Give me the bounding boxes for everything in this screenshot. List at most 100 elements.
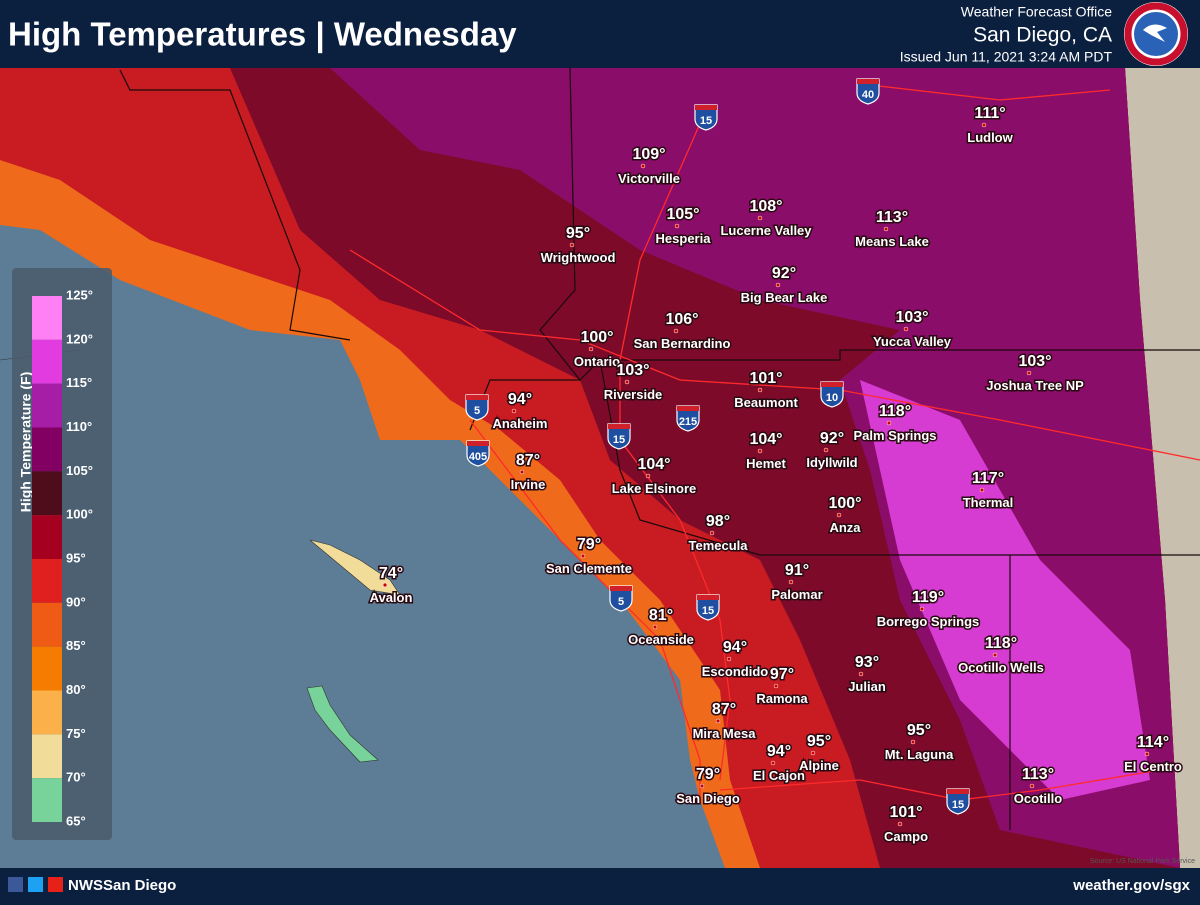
highway-shield (466, 440, 490, 467)
legend-title: High Temperature (F) (18, 372, 34, 513)
city-temp: 109° (632, 146, 665, 163)
legend-swatch (32, 296, 62, 340)
city-dot (674, 223, 680, 229)
city-temp: 95° (566, 225, 590, 242)
highway-number: 10 (826, 392, 838, 404)
city-temp: 101° (889, 804, 922, 821)
highway-shield (856, 78, 880, 105)
city-dot (886, 420, 892, 426)
city-dot (775, 282, 781, 288)
city-name: Mira Mesa (693, 726, 757, 741)
city-name: San Diego (676, 791, 740, 806)
highway-number: 215 (679, 416, 697, 428)
city-temp: 103° (895, 309, 928, 326)
highway-shield-top (610, 586, 632, 591)
legend: High Temperature (F) 125° 120° 115° 110° 105… (12, 268, 112, 840)
city-name: Lake Elsinore (612, 481, 697, 496)
legend-swatch (32, 690, 62, 735)
city-temp: 118° (985, 635, 1017, 652)
city-name: Means Lake (855, 234, 929, 249)
city-name: Ocotillo Wells (958, 660, 1044, 675)
highway-shield (696, 594, 720, 621)
city-temp: 94° (767, 743, 791, 760)
city-dot (979, 487, 985, 493)
city-dot (645, 473, 651, 479)
city-dot (757, 448, 763, 454)
city-dot (757, 387, 763, 393)
island-catalina (309, 539, 401, 596)
city-labels: 111°Ludlow109°Victorville105°Hesperia108… (368, 104, 1183, 846)
youtube-icon[interactable] (48, 877, 63, 892)
nws-logo (1124, 2, 1188, 66)
city-temp: 94° (508, 391, 532, 408)
city-temp: 87° (516, 452, 540, 469)
city-temp: 79° (696, 766, 720, 783)
legend-label: 120° (66, 331, 93, 346)
highway-number: 15 (700, 115, 712, 127)
highway-shield-top (466, 395, 488, 400)
facebook-icon[interactable] (8, 877, 23, 892)
title: High Temperatures | Wednesday (8, 16, 517, 53)
city-temp: 95° (907, 722, 931, 739)
city-temp: 92° (820, 430, 844, 447)
city-dot (858, 671, 864, 677)
city-name: Hemet (746, 456, 786, 471)
city-name: Avalon (370, 590, 413, 605)
city-dot (836, 512, 842, 518)
highway-shield (465, 394, 489, 421)
highway-number: 5 (474, 405, 480, 417)
city-dot (726, 656, 732, 662)
city-name: Julian (848, 679, 886, 694)
city-name: Ramona (756, 691, 808, 706)
city-temp: 119° (912, 589, 944, 606)
highway-shield (820, 381, 844, 408)
legend-swatch (32, 339, 62, 384)
highway-shield-top (697, 595, 719, 600)
city-dot (910, 739, 916, 745)
city-name: Campo (884, 829, 928, 844)
legend-swatch (32, 559, 62, 603)
city-temp: 114° (1137, 734, 1169, 751)
city-dot (757, 215, 763, 221)
city-dot (919, 606, 925, 612)
legend-swatch (32, 734, 62, 779)
city-name: Victorville (618, 171, 680, 186)
city-name: Yucca Valley (873, 334, 952, 349)
highway-number: 15 (952, 799, 964, 811)
highway-shield-top (821, 382, 843, 387)
footer-bar (0, 868, 1200, 900)
city-temp: 87° (712, 701, 736, 718)
city-temp: 81° (649, 607, 673, 624)
city-temp: 74° (379, 565, 403, 582)
twitter-icon[interactable] (28, 877, 43, 892)
city-dot (1026, 370, 1032, 376)
city-dot (823, 447, 829, 453)
city-dot (1144, 751, 1150, 757)
city-dot (588, 346, 594, 352)
city-temp: 111° (974, 105, 1005, 122)
city-dot (709, 530, 715, 536)
legend-label: 110° (66, 419, 92, 434)
legend-swatch (32, 515, 62, 559)
city-temp: 100° (828, 495, 861, 512)
social-handle: NWSSan Diego (68, 877, 176, 894)
highway-shield-top (677, 406, 699, 411)
city-dot (673, 328, 679, 334)
city-temp: 117° (972, 470, 1004, 487)
header-bar (0, 0, 1200, 68)
city-name: Ontario (574, 354, 620, 369)
city-dot (770, 760, 776, 766)
city-dot (981, 122, 987, 128)
city-name: Mt. Laguna (885, 747, 954, 762)
city-dot (511, 408, 517, 414)
city-dot (624, 379, 630, 385)
city-name: Ocotillo (1014, 791, 1062, 806)
city-name: Anaheim (493, 416, 548, 431)
city-name: San Bernardino (634, 336, 731, 351)
website[interactable]: weather.gov/sgx (1072, 877, 1190, 894)
legend-swatch (32, 646, 62, 691)
city-name: Lucerne Valley (720, 223, 812, 238)
city-name: Anza (829, 520, 861, 535)
highway-shield (694, 104, 718, 131)
